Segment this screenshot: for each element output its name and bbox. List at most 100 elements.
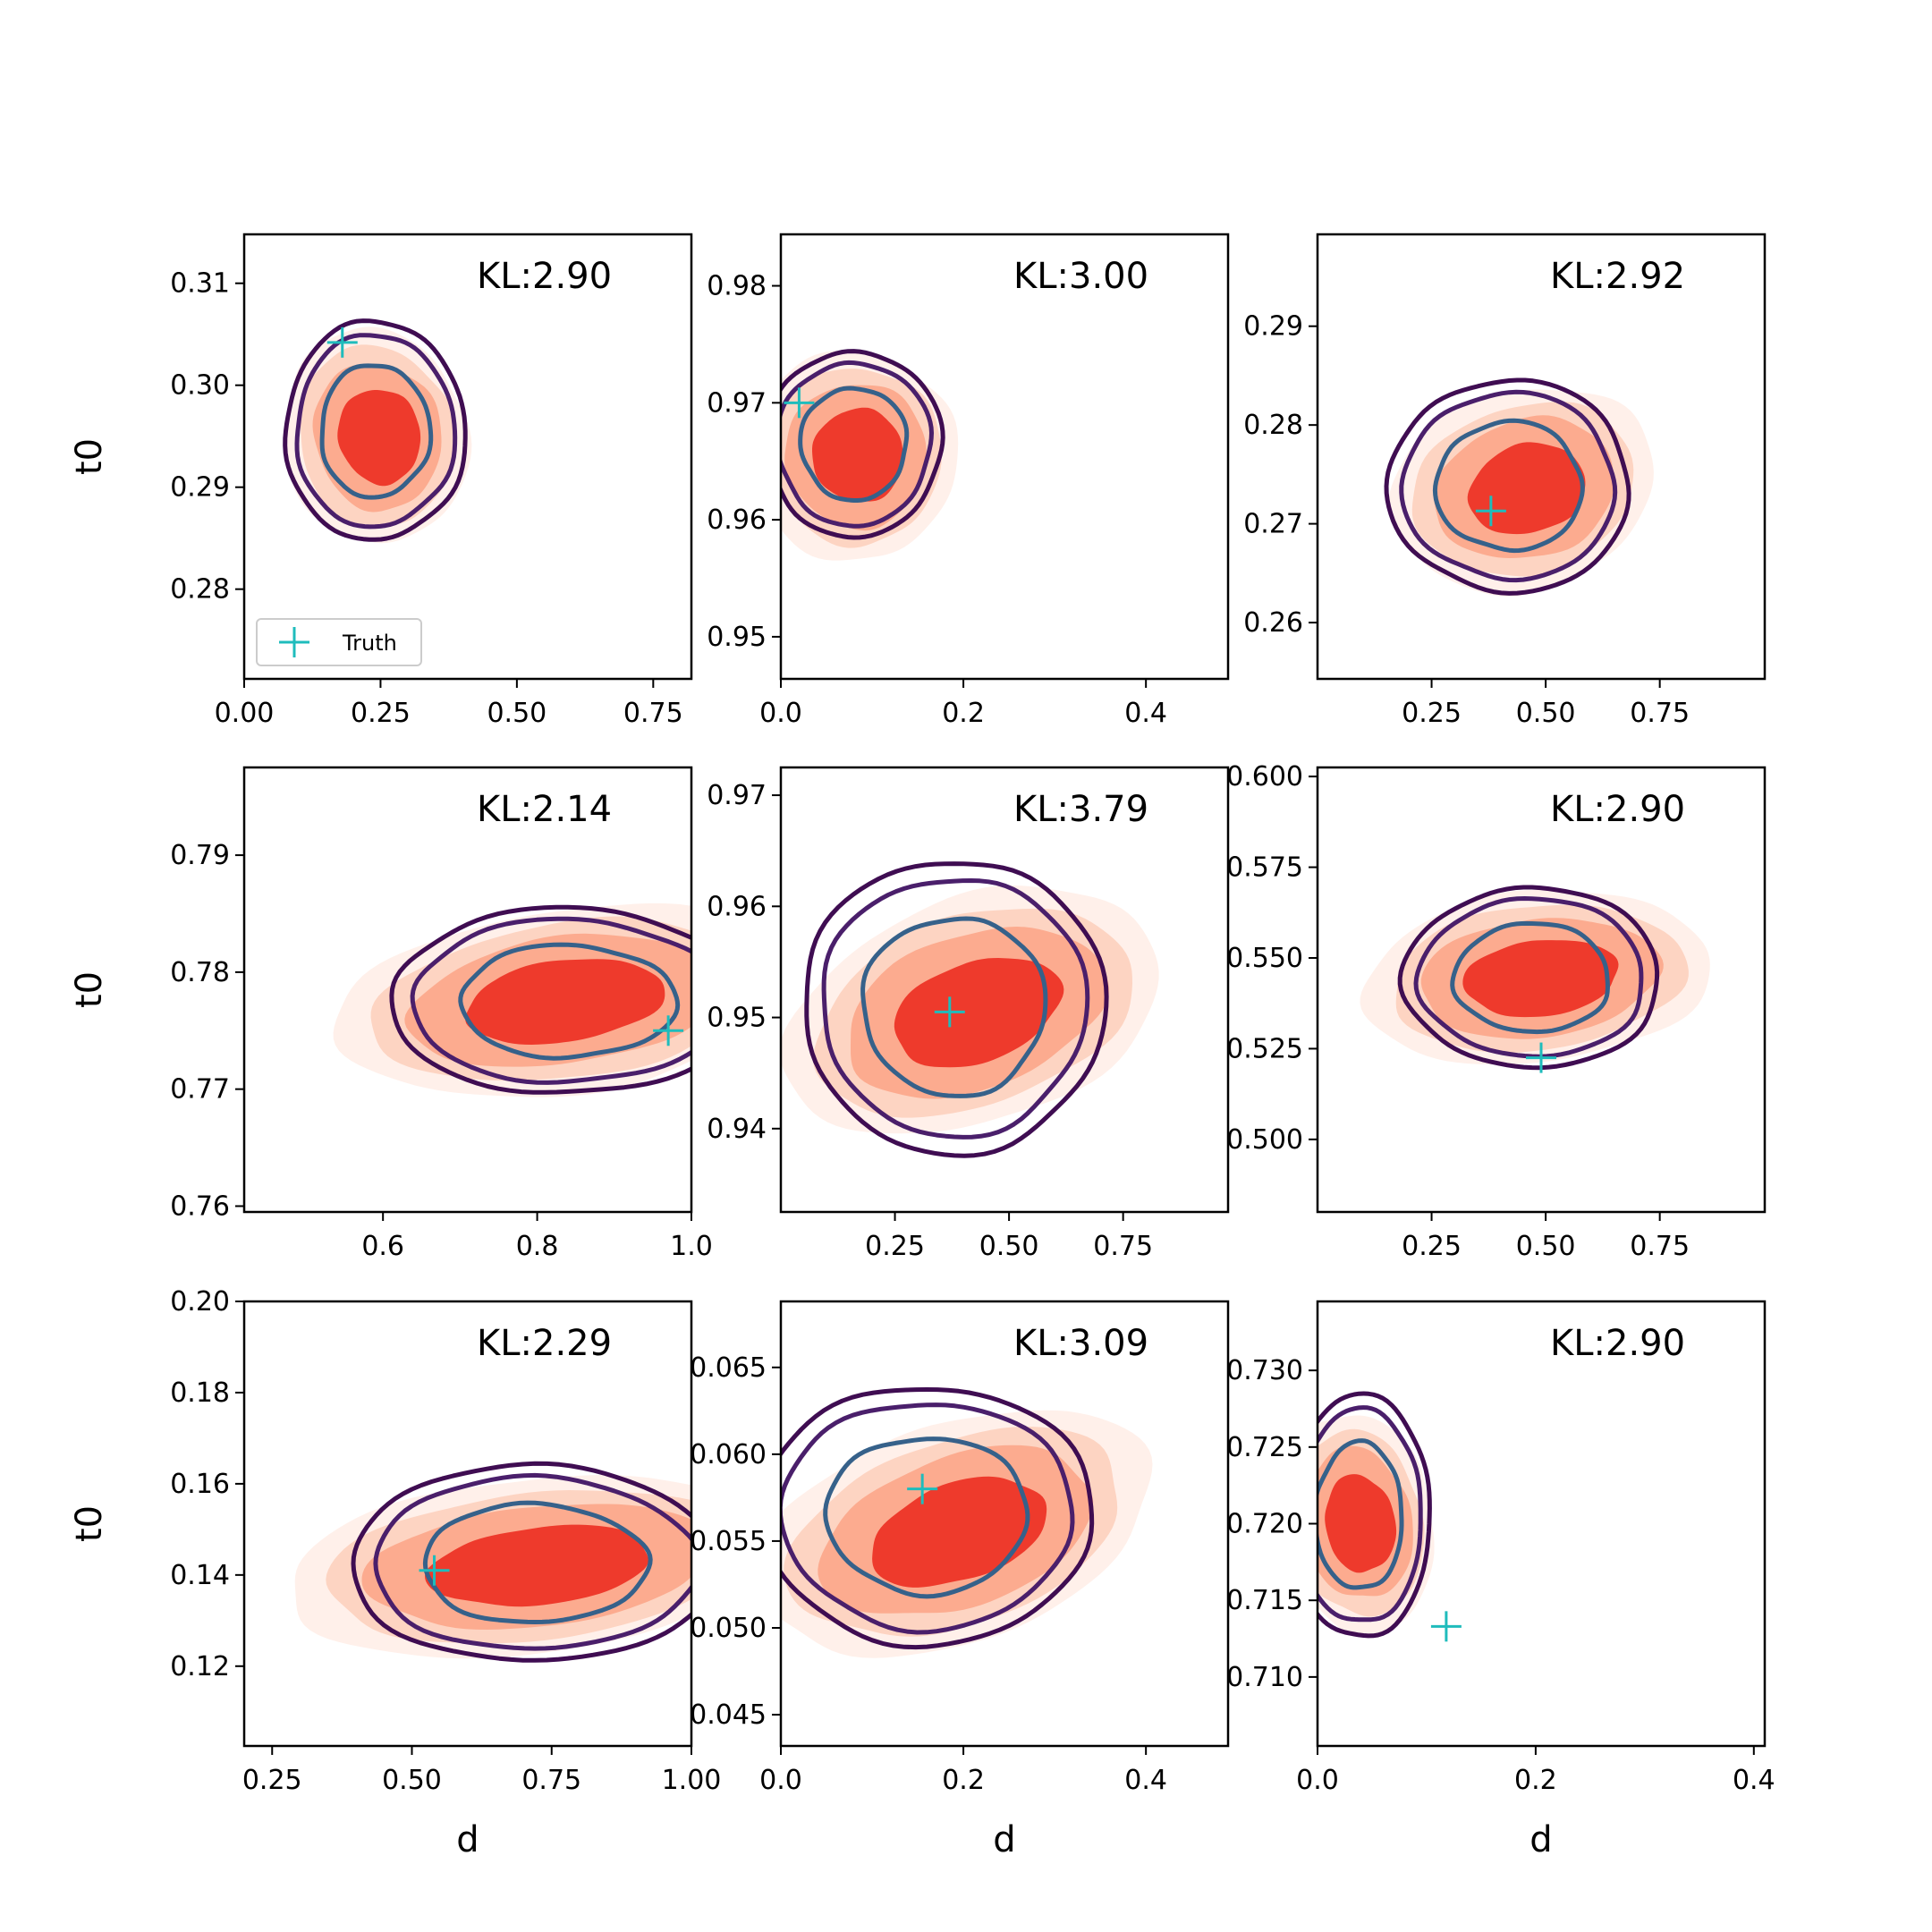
contour-middle — [1399, 389, 1618, 583]
y-tick-label: 0.18 — [170, 1377, 230, 1409]
x-tick-label: 1.0 — [670, 1231, 713, 1262]
x-tick-label: 0.0 — [1296, 1765, 1339, 1796]
x-tick-label: 0.75 — [1630, 698, 1690, 729]
reference-density-level-4 — [812, 407, 903, 502]
y-tick-label: 0.20 — [170, 1286, 230, 1318]
y-tick-label: 0.96 — [707, 891, 767, 922]
y-tick-label: 0.525 — [1226, 1033, 1303, 1064]
subplot-9: 0.0 0.2 0.4 0.710 0.715 0.720 0.725 0.730 KL:2.9… — [1226, 1300, 1775, 1860]
x-tick-label: 0.6 — [361, 1231, 404, 1262]
x-tick-label: 0.8 — [516, 1231, 559, 1262]
plot-area — [781, 861, 1159, 1158]
contour-middle — [1413, 896, 1644, 1059]
truth-marker — [1526, 1042, 1556, 1073]
plot-area — [1360, 885, 1710, 1071]
x-tick-label: 1.00 — [662, 1765, 722, 1796]
contour-inner — [1432, 418, 1585, 554]
y-tick-label: 0.79 — [170, 840, 230, 871]
contour-outer — [389, 904, 691, 1095]
y-tick-label: 0.26 — [1243, 607, 1303, 639]
reference-density-level-4 — [425, 1524, 648, 1607]
y-tick-label: 0.710 — [1226, 1662, 1303, 1693]
axes-frame — [779, 233, 1230, 681]
contour-inner — [860, 916, 1048, 1098]
truth-marker — [907, 1473, 938, 1504]
y-tick-label: 0.045 — [690, 1699, 767, 1731]
x-tick-label: 0.25 — [242, 1765, 302, 1796]
plot-area — [294, 1461, 691, 1663]
y-tick-label: 0.16 — [170, 1469, 230, 1500]
contour-middle — [821, 878, 1090, 1140]
x-tick-label: 0.50 — [979, 1231, 1039, 1262]
truth-marker — [934, 996, 965, 1028]
subplot-3: 0.25 0.50 0.75 0.26 0.27 0.28 0.29 KL:2.92 — [1243, 233, 1767, 729]
y-tick-label: 0.600 — [1226, 761, 1303, 792]
reference-density-level-4 — [872, 1476, 1047, 1588]
reference-density-level-4 — [1325, 1474, 1397, 1573]
y-tick-label: 0.550 — [1226, 943, 1303, 974]
y-tick-label: 0.97 — [707, 387, 767, 419]
y-tick-label: 0.500 — [1226, 1124, 1303, 1156]
y-tick-label: 0.055 — [690, 1526, 767, 1557]
x-tick-label: 0.4 — [1124, 698, 1167, 729]
x-axis-label: d — [1530, 1819, 1552, 1860]
subplot-4: 0.6 0.8 1.0 0.76 0.77 0.78 0.79 KL:2.14 t0 — [69, 766, 713, 1262]
x-tick-label: 0.0 — [759, 1765, 802, 1796]
y-tick-label: 0.27 — [1243, 509, 1303, 540]
y-tick-label: 0.78 — [170, 957, 230, 988]
contour-middle — [1318, 1405, 1423, 1623]
legend: Truth — [256, 618, 422, 666]
contour-inner — [1318, 1438, 1404, 1590]
contour-outer — [1397, 885, 1660, 1071]
axes-frame — [779, 1300, 1230, 1748]
kl-annotation: KL:3.09 — [1013, 1323, 1148, 1364]
contour-outer — [781, 1387, 1095, 1650]
truth-marker — [1430, 1611, 1462, 1642]
plot-area — [333, 902, 691, 1097]
subplot-7: 0.25 0.50 0.75 1.00 0.12 0.14 0.16 0.18 0.20 KL:2… — [69, 1286, 722, 1860]
x-tick-label: 0.50 — [487, 698, 547, 729]
y-tick-label: 0.575 — [1226, 852, 1303, 884]
plot-area — [1318, 1391, 1435, 1639]
legend-box — [256, 618, 422, 666]
kl-annotation: KL:2.92 — [1550, 256, 1685, 297]
plot-area — [1384, 377, 1654, 597]
x-tick-label: 0.00 — [215, 698, 275, 729]
reference-density-level-4 — [894, 958, 1064, 1068]
y-tick-label: 0.725 — [1226, 1432, 1303, 1463]
x-tick-label: 0.50 — [382, 1765, 442, 1796]
contour-middle — [781, 1402, 1075, 1635]
y-tick-label: 0.95 — [707, 622, 767, 653]
y-tick-label: 0.720 — [1226, 1509, 1303, 1540]
x-tick-label: 0.25 — [1402, 698, 1462, 729]
y-tick-label: 0.730 — [1226, 1355, 1303, 1386]
contour-outer — [351, 1461, 691, 1663]
y-tick-label: 0.715 — [1226, 1585, 1303, 1616]
contour-middle — [373, 1472, 691, 1651]
truth-marker — [784, 387, 815, 419]
contour-inner — [798, 386, 910, 503]
contour-inner — [458, 942, 681, 1061]
contour-middle — [781, 360, 934, 529]
y-tick-label: 0.76 — [170, 1191, 230, 1222]
x-tick-label: 0.4 — [1733, 1765, 1775, 1796]
kl-annotation: KL:2.14 — [477, 789, 612, 830]
axes-frame — [242, 1300, 693, 1748]
kl-annotation: KL:2.90 — [477, 256, 612, 297]
plot-area — [781, 1387, 1153, 1658]
truth-marker — [653, 1015, 684, 1046]
x-axis-label: d — [456, 1819, 479, 1860]
y-tick-label: 0.065 — [690, 1352, 767, 1384]
contour-outer — [283, 318, 468, 542]
contour-outer — [1318, 1391, 1432, 1639]
x-tick-label: 0.50 — [1516, 1231, 1576, 1262]
legend-label: Truth — [342, 631, 397, 656]
kl-annotation: KL:2.29 — [477, 1323, 612, 1364]
truth-marker — [419, 1555, 450, 1586]
y-tick-label: 0.95 — [707, 1003, 767, 1034]
x-tick-label: 0.50 — [1516, 698, 1576, 729]
contour-outer — [781, 349, 945, 540]
contour-inner — [1450, 920, 1610, 1035]
plot-area — [781, 349, 959, 561]
